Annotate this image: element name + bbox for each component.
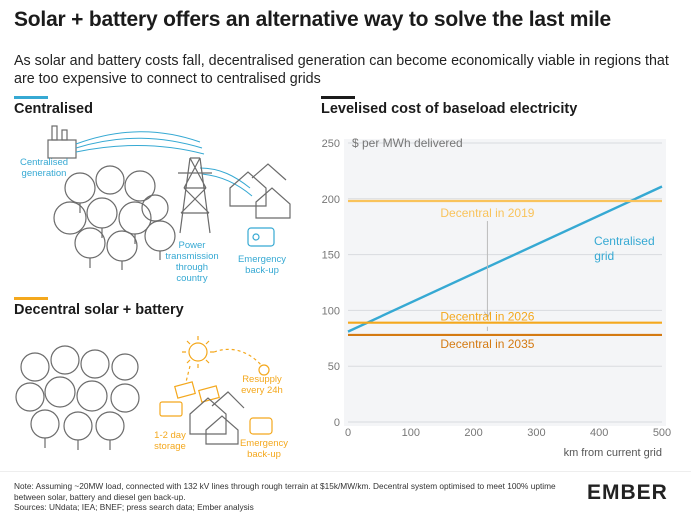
centralised-generation-label: Centralised generation	[19, 157, 69, 179]
x-tick-label: 100	[402, 427, 420, 439]
footer-note: Note: Assuming ~20MW load, connected wit…	[14, 481, 556, 502]
pylon-icon	[178, 157, 212, 234]
cost-chart: 0 50 100 150 200 250 $ per MWh delivered 0 100 20…	[322, 136, 672, 459]
refresh-icon	[258, 364, 270, 376]
decentral-illustration	[15, 336, 273, 450]
footer-sources: Sources: UNdata; IEA; BNEF; press search…	[14, 502, 254, 512]
x-tick-label: 400	[590, 427, 608, 439]
trees-icon	[15, 345, 140, 450]
houses-icon	[229, 163, 291, 219]
centralised-backup-label: Emergency back-up	[237, 254, 287, 276]
generator-icon	[249, 417, 273, 435]
chart-accent-bar	[321, 96, 355, 99]
page-title: Solar + battery offers an alternative wa…	[14, 8, 612, 31]
sun-icon	[182, 336, 263, 383]
houses-icon	[189, 391, 245, 445]
centralised-accent-bar	[14, 96, 48, 99]
centralised-heading: Centralised	[14, 101, 93, 117]
chart-title: Levelised cost of baseload electricity	[321, 101, 578, 117]
x-axis-label: km from current grid	[564, 447, 662, 459]
x-tick-label: 0	[345, 427, 351, 439]
arrow-head	[483, 311, 491, 319]
x-tick-label: 500	[653, 427, 671, 439]
decentral-accent-bar	[14, 297, 48, 300]
factory-icon	[47, 125, 77, 159]
y-tick-label: 150	[322, 250, 340, 262]
annotation-decentral-2019: Decentral in 2019	[440, 206, 534, 220]
x-tick-label: 300	[527, 427, 545, 439]
chart-area: 0 50 100 150 200 250 $ per MWh delivered 0 100 20…	[316, 127, 686, 467]
plot-background	[344, 139, 666, 426]
solar-panel-icon	[174, 381, 220, 403]
y-tick-label: 200	[322, 194, 340, 206]
y-axis-label: $ per MWh delivered	[352, 136, 463, 150]
decentral-heading: Decentral solar + battery	[14, 302, 184, 318]
ember-logo: EMBER	[587, 481, 668, 504]
page-subtitle: As solar and battery costs fall, decentr…	[14, 53, 669, 87]
y-tick-label: 0	[334, 417, 340, 429]
annotation-centralised-line1: Centralised	[594, 234, 655, 248]
annotation-decentral-2035: Decentral in 2035	[440, 337, 534, 351]
series-line	[347, 185, 663, 333]
y-tick-label: 50	[328, 361, 340, 373]
decentral-backup-label: Emergency back-up	[239, 438, 289, 460]
annotation-decentral-2026: Decentral in 2026	[440, 310, 534, 324]
y-tick-label: 100	[322, 305, 340, 317]
centralised-illustration	[47, 125, 291, 270]
resupply-label: Resupply every 24h	[241, 374, 283, 396]
annotation-centralised-line2: grid	[594, 249, 614, 263]
trees-icon	[53, 165, 176, 270]
footer: Note: Assuming ~20MW load, connected wit…	[14, 481, 574, 513]
power-transmission-label: Power transmission through country	[165, 240, 219, 284]
battery-icon	[159, 401, 183, 417]
x-tick-label: 200	[464, 427, 482, 439]
generator-icon	[247, 227, 275, 247]
footer-divider	[0, 471, 691, 472]
storage-label: 1-2 day storage	[154, 430, 186, 452]
y-tick-label: 250	[322, 138, 340, 150]
